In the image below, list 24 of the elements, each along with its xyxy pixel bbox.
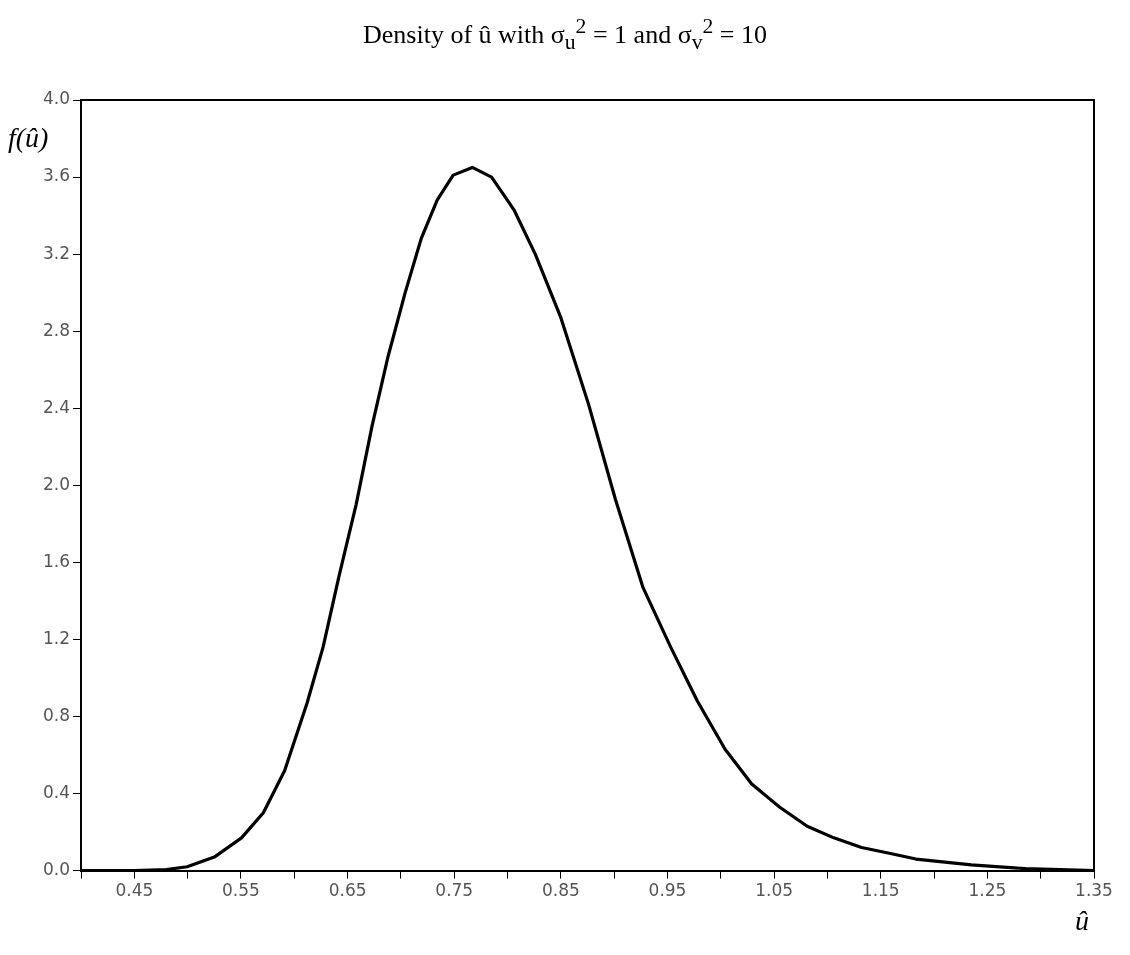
y-tick-label: 3.2 xyxy=(42,242,71,263)
x-tick-label: 0.65 xyxy=(328,880,367,901)
x-tick-label: 0.95 xyxy=(648,880,687,901)
chart-title: Density of û with σ$_{u}$$^{2}$ = 1 and σ$_{v}$$^{2}$ = 10 xyxy=(362,14,768,55)
x-tick-label: 0.55 xyxy=(222,880,260,901)
x-tick-label: 1.25 xyxy=(968,880,1007,901)
y-tick-label: 0.0 xyxy=(42,859,71,880)
y-tick-label: 4.0 xyxy=(42,88,71,109)
y-axis-title: f(û) xyxy=(8,122,49,154)
y-tick-label: 2.8 xyxy=(42,319,71,340)
x-axis-title: û xyxy=(1075,905,1089,937)
y-tick-label: 1.6 xyxy=(42,550,71,571)
y-tick-label: 3.6 xyxy=(42,165,71,186)
x-tick-label: 1.15 xyxy=(861,880,900,901)
x-tick-label: 1.05 xyxy=(755,880,794,901)
x-tick-label: 0.75 xyxy=(435,880,474,901)
y-tick-label: 2.0 xyxy=(42,473,71,494)
y-tick-label: 0.8 xyxy=(42,704,71,725)
y-tick-label: 0.4 xyxy=(42,781,71,802)
x-tick-label: 1.35 xyxy=(1075,880,1113,901)
y-tick-label: 2.4 xyxy=(42,396,71,417)
x-tick-label: 0.45 xyxy=(115,880,154,901)
x-tick-label: 0.85 xyxy=(541,880,580,901)
y-tick-label: 1.2 xyxy=(42,627,71,648)
